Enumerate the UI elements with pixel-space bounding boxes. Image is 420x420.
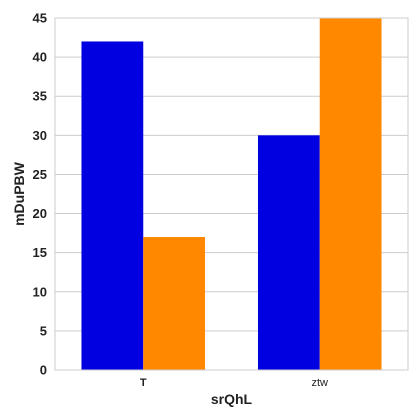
plot-frame [54,17,409,371]
y-tick-label: 35 [33,89,47,104]
y-axis-label: mDuPBW [11,161,27,226]
y-tick-label: 20 [33,206,47,221]
y-tick-label: 45 [33,11,47,26]
bars [81,18,382,370]
bar-T-series-1 [81,41,144,370]
bar-T-series-2 [143,237,206,370]
y-tick-label: 5 [40,323,47,338]
bar-ztw-series-2 [319,18,382,370]
y-tick-label: 25 [33,167,47,182]
x-tick-label: ztw [312,377,329,389]
bar-ztw-series-1 [257,135,320,370]
y-tick-label: 40 [33,50,47,65]
y-tick-label: 10 [33,284,47,299]
y-tick-label: 30 [33,128,47,143]
x-axis-label: srQhL [211,391,253,407]
x-tick-label: T [140,377,147,389]
y-axis-ticks: 0 5 10 15 20 25 30 35 40 45 [33,11,47,378]
y-tick-label: 15 [33,245,47,260]
y-tick-label: 0 [40,363,47,378]
